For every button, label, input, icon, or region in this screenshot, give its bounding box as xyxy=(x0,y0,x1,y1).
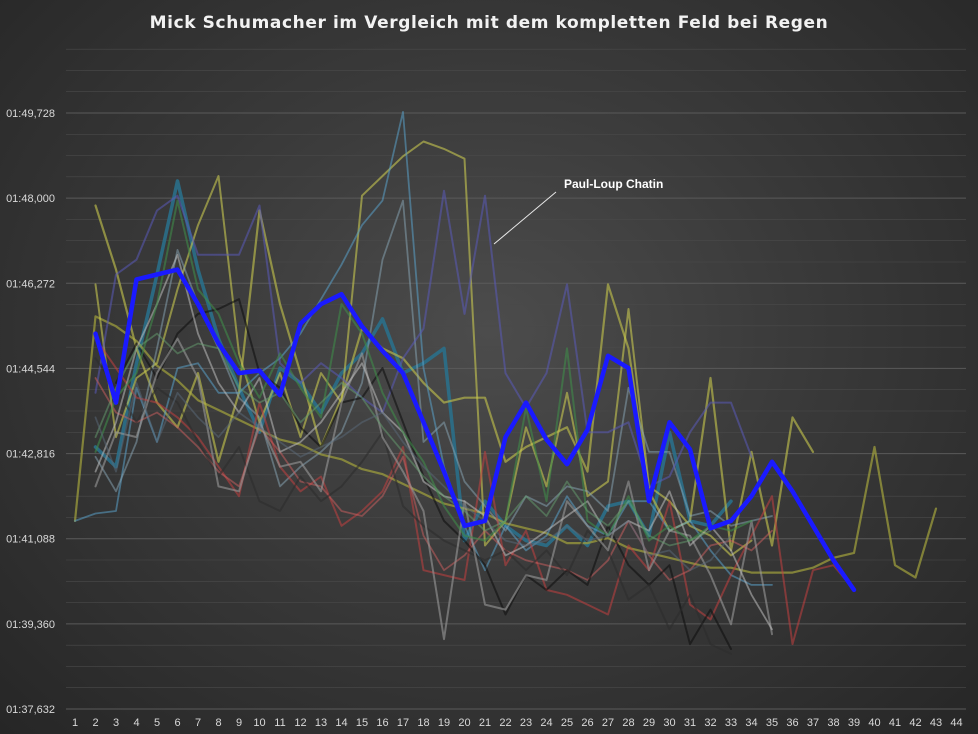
x-tick-label: 21 xyxy=(479,717,491,729)
x-tick-label: 33 xyxy=(725,717,737,729)
y-tick-label: 01:48,000 xyxy=(6,193,55,205)
x-tick-label: 42 xyxy=(909,717,921,729)
x-tick-label: 25 xyxy=(561,717,573,729)
series-line xyxy=(94,381,732,572)
x-tick-label: 7 xyxy=(195,717,201,729)
x-tick-label: 27 xyxy=(602,717,614,729)
x-tick-label: 40 xyxy=(868,717,880,729)
x-tick-label: 11 xyxy=(274,717,285,729)
x-tick-label: 34 xyxy=(745,717,757,729)
series-line xyxy=(94,337,855,646)
x-tick-label: 41 xyxy=(889,717,901,729)
x-tick-label: 28 xyxy=(622,717,634,729)
series-line xyxy=(94,332,712,547)
x-tick-label: 30 xyxy=(663,717,675,729)
annotation-leader-line xyxy=(493,191,557,245)
x-tick-label: 15 xyxy=(356,717,368,729)
y-tick-label: 01:49,728 xyxy=(6,108,55,120)
x-tick-label: 19 xyxy=(438,717,450,729)
x-tick-label: 44 xyxy=(950,717,962,729)
x-tick-label: 18 xyxy=(417,717,429,729)
series-line xyxy=(94,140,753,557)
y-axis-ticks: 01:37,632 01:39,360 01:41,088 01:42,816 01:4… xyxy=(6,108,55,716)
x-tick-label: 43 xyxy=(930,717,942,729)
x-tick-label: 38 xyxy=(827,717,839,729)
x-tick-label: 20 xyxy=(458,717,470,729)
x-tick-label: 4 xyxy=(133,717,139,729)
x-tick-label: 39 xyxy=(848,717,860,729)
highlight-series-line xyxy=(93,267,857,593)
x-tick-label: 6 xyxy=(174,717,180,729)
y-tick-label: 01:44,544 xyxy=(6,363,55,375)
x-tick-label: 23 xyxy=(520,717,532,729)
x-tick-label: 31 xyxy=(684,717,696,729)
x-tick-label: 29 xyxy=(643,717,655,729)
y-tick-label: 01:46,272 xyxy=(6,278,55,290)
x-tick-label: 37 xyxy=(807,717,819,729)
annotation-label: Paul-Loup Chatin xyxy=(564,177,663,191)
x-tick-label: 16 xyxy=(376,717,388,729)
x-tick-label: 24 xyxy=(540,717,552,729)
y-tick-label: 01:41,088 xyxy=(6,534,55,546)
series-line xyxy=(94,204,815,552)
series-line xyxy=(94,357,732,655)
grid xyxy=(66,48,966,710)
x-tick-label: 9 xyxy=(236,717,242,729)
chart-title: Mick Schumacher im Vergleich mit dem kom… xyxy=(150,13,829,33)
x-tick-label: 26 xyxy=(581,717,593,729)
x-tick-label: 17 xyxy=(397,717,409,729)
y-tick-label: 01:39,360 xyxy=(6,619,55,631)
y-tick-label: 01:37,632 xyxy=(6,704,55,716)
series-line xyxy=(73,315,938,579)
x-tick-label: 32 xyxy=(704,717,716,729)
x-tick-label: 3 xyxy=(113,717,119,729)
series-lines xyxy=(73,111,938,655)
x-tick-label: 13 xyxy=(315,717,327,729)
x-axis-ticks: 1 2 3 4 5 6 7 8 9 10 11 12 13 14 15 16 17 18 19 20 21 22 23 24 2… xyxy=(72,717,963,729)
x-tick-label: 35 xyxy=(766,717,778,729)
y-tick-label: 01:42,816 xyxy=(6,449,55,461)
series-line xyxy=(94,337,773,641)
x-tick-label: 22 xyxy=(499,717,511,729)
x-tick-label: 36 xyxy=(786,717,798,729)
x-tick-label: 2 xyxy=(92,717,98,729)
x-tick-label: 1 xyxy=(72,717,78,729)
series-line xyxy=(115,298,732,650)
series-line xyxy=(94,253,773,631)
series-line xyxy=(94,377,773,581)
x-tick-label: 12 xyxy=(294,717,306,729)
x-tick-label: 14 xyxy=(335,717,347,729)
x-tick-label: 5 xyxy=(154,717,160,729)
x-tick-label: 10 xyxy=(253,717,265,729)
x-tick-label: 8 xyxy=(215,717,221,729)
